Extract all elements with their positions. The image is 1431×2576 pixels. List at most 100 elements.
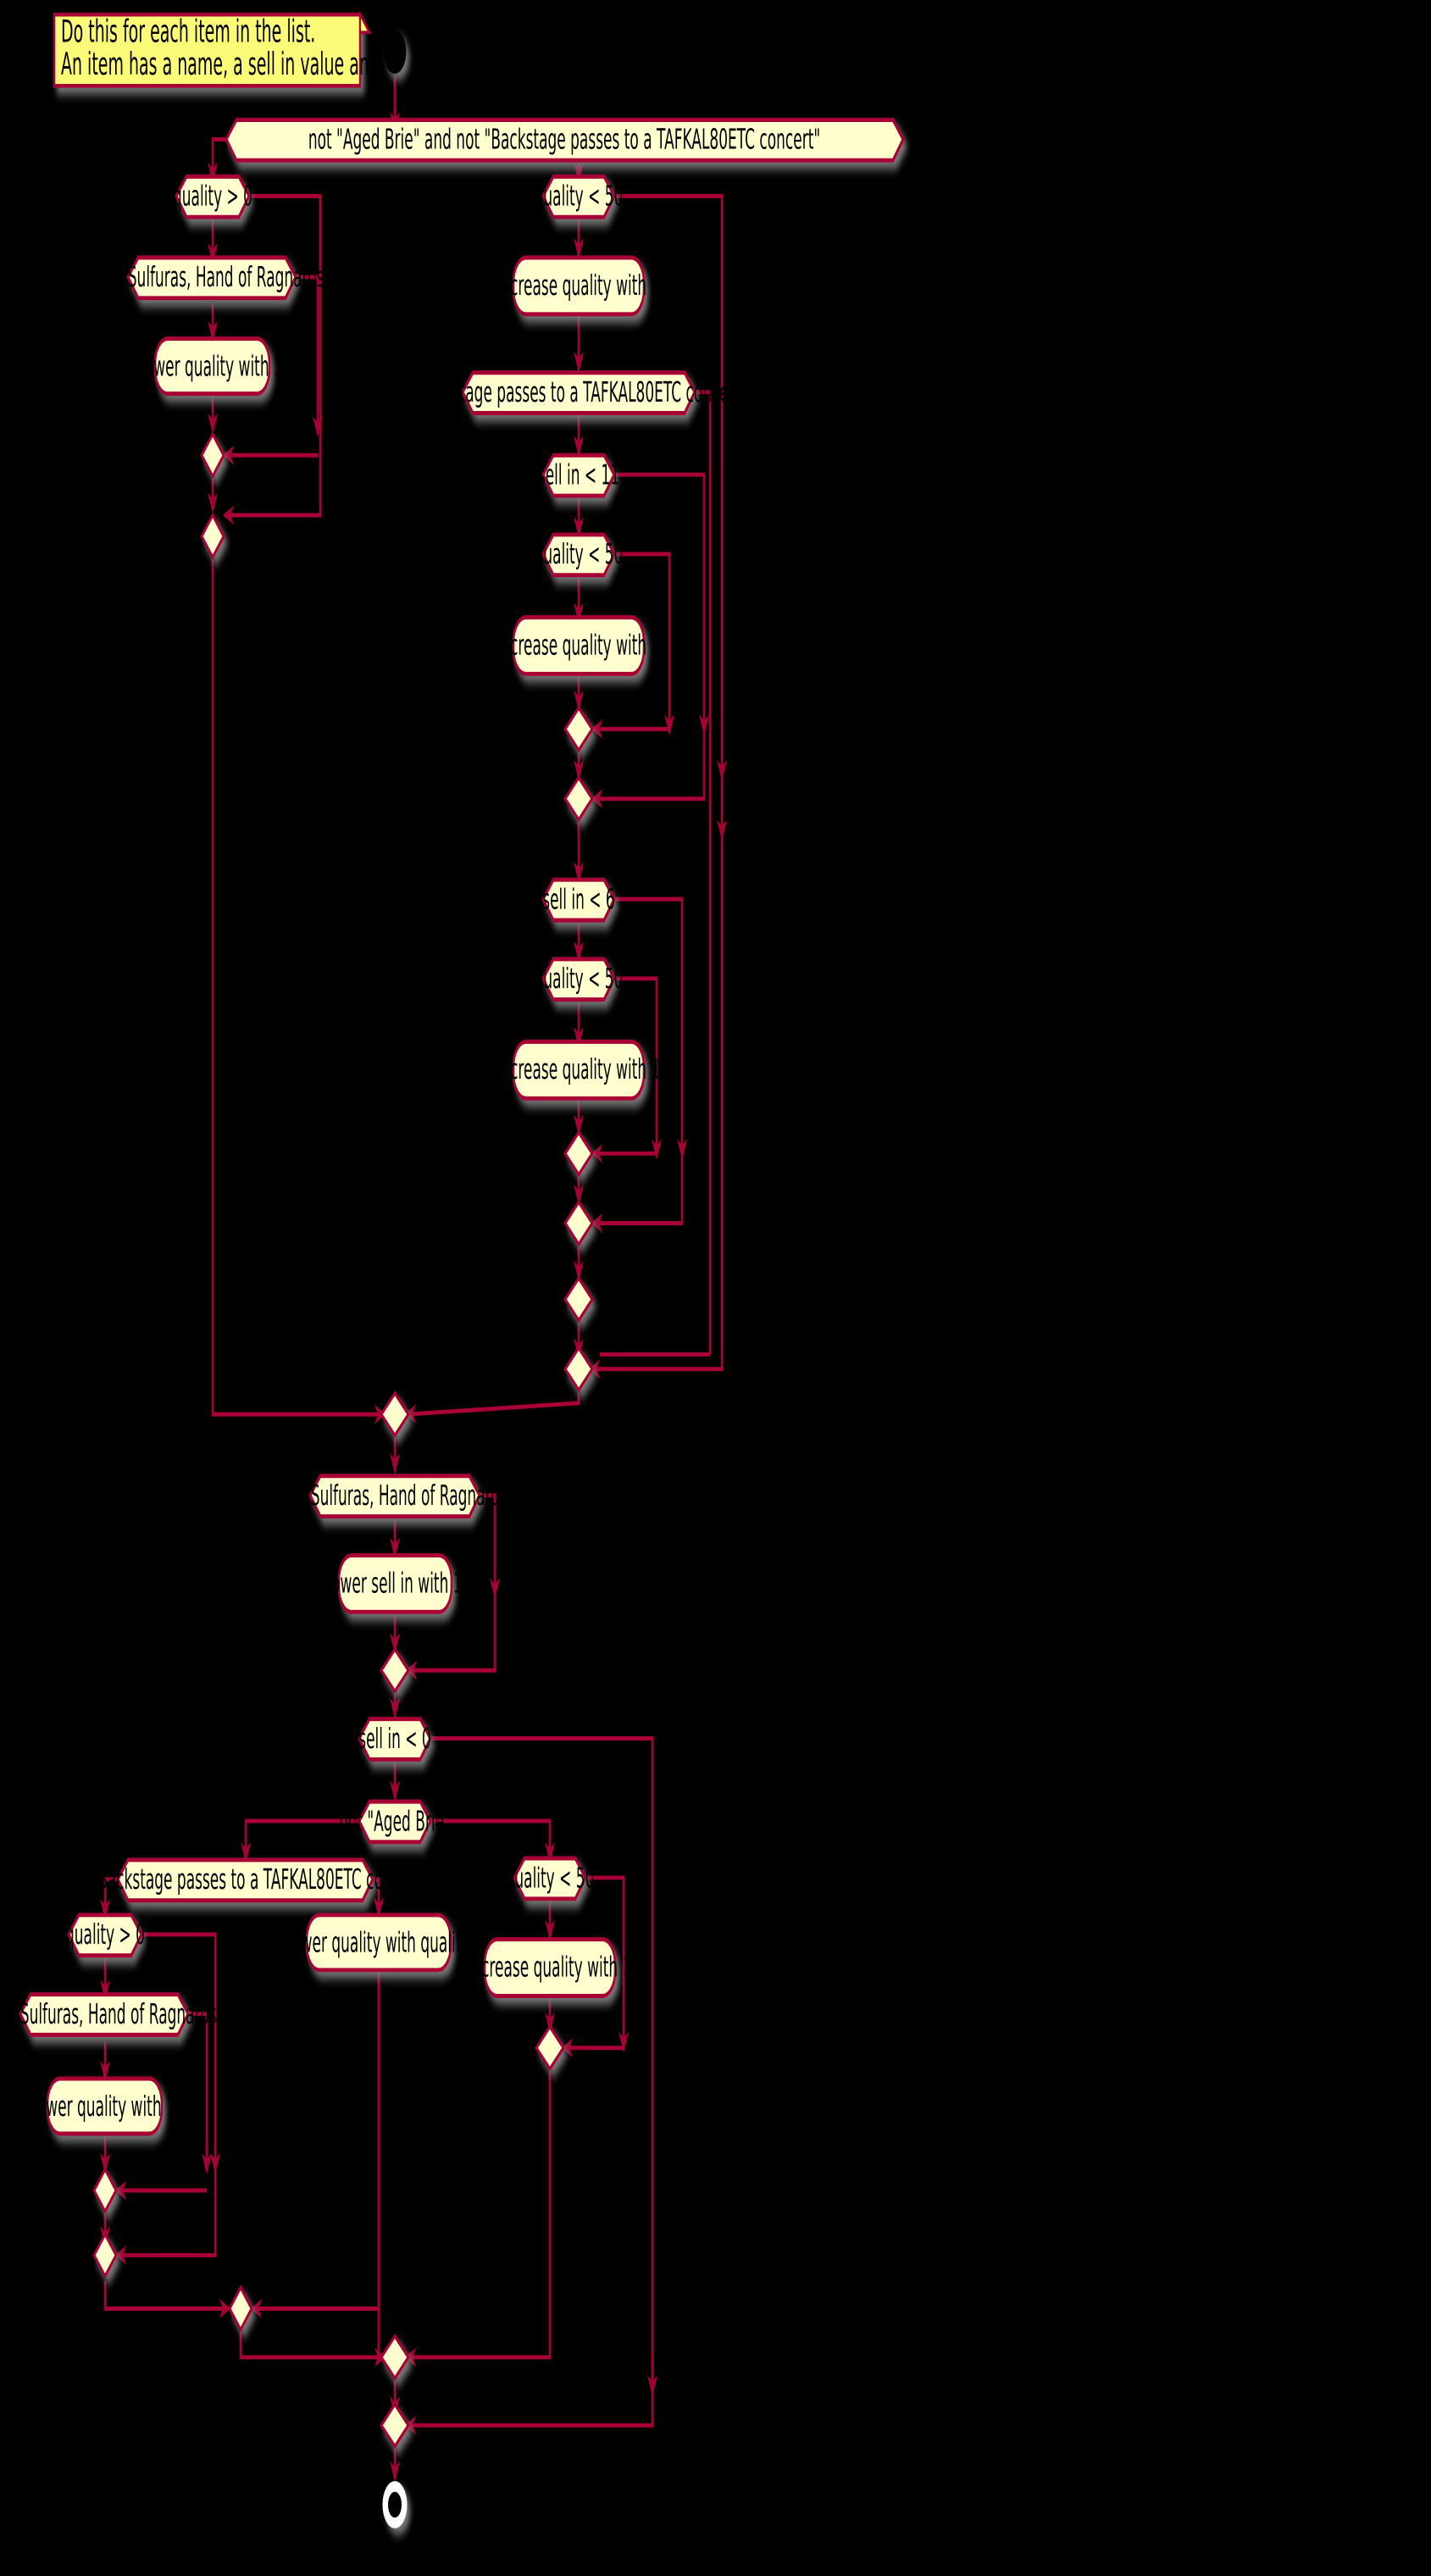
- activity-label: lower sell in with 1: [327, 1568, 462, 1600]
- condition-quality-lt-50-b[interactable]: quality < 50: [535, 532, 624, 578]
- edge-sellin0-no: [430, 1736, 654, 2357]
- condition-label: sell in < 0: [358, 1724, 430, 1756]
- condition-quality-gt-0-a[interactable]: quality > 0: [173, 174, 252, 219]
- activity-box: [512, 255, 646, 317]
- activity-label: lower quality with 1: [33, 2091, 175, 2124]
- hexagon-shape: [513, 1856, 587, 1901]
- hexagon-shape: [116, 1857, 374, 1903]
- edge-s11-no-h: [591, 732, 706, 809]
- merge-diamond-11: [92, 2231, 118, 2279]
- condition-label: sell in < 11: [538, 460, 619, 492]
- condition-label: not "Backstage passes to a TAFKAL80ETC c…: [63, 1864, 427, 1896]
- edge-s6-no-h: [591, 1157, 684, 1233]
- activity-increase-quality-with-1-a[interactable]: increase quality with 1: [497, 255, 661, 317]
- merge-diamond-5: [563, 1130, 594, 1178]
- condition-backstage-passes[interactable]: "Backstage passes to a TAFKAL80ETC conce…: [411, 370, 747, 416]
- hexagon-shape: [461, 370, 696, 416]
- merge-diamond-13: [535, 2024, 565, 2072]
- merge-diamond-4: [563, 774, 594, 823]
- condition-not-aged-brie-and-not-backstage[interactable]: not "Aged Brie" and not "Backstage passe…: [225, 117, 905, 163]
- note-fold-icon: [359, 10, 372, 35]
- end-node: [382, 2481, 408, 2529]
- edge-sellin0-no-h: [405, 2357, 654, 2435]
- edge-sulfb-no: [480, 1493, 496, 1564]
- edge-s11-no: [614, 472, 706, 700]
- merge-diamond-7: [563, 1275, 594, 1324]
- activity-increase-quality-with-1-c[interactable]: increase quality with 1: [497, 1039, 661, 1101]
- condition-not-sulfuras-b[interactable]: not "Sulfuras, Hand of Ragnaros": [276, 1474, 514, 1519]
- activity-increase-quality-with-1-b[interactable]: increase quality with 1: [497, 614, 661, 676]
- note-block: Do this for each item in the list. An it…: [53, 10, 504, 88]
- hexagon-shape: [541, 174, 616, 219]
- activity-lower-sell-in-with-1[interactable]: lower sell in with 1: [327, 1552, 463, 1614]
- edge-layer: [100, 75, 727, 2483]
- hexagon-shape: [358, 1799, 432, 1845]
- merge-diamond-1: [200, 431, 225, 480]
- condition-label: not "Aged Brie" and not "Backstage passe…: [308, 125, 820, 157]
- activity-box: [483, 1937, 617, 1999]
- condition-sell-in-lt-0[interactable]: sell in < 0: [358, 1717, 432, 1762]
- condition-quality-lt-50-d[interactable]: quality < 50: [506, 1856, 595, 1901]
- hexagon-shape: [225, 117, 905, 163]
- edge-q50a-no-merge: [589, 837, 724, 1380]
- merge-diamond-8: [563, 1345, 594, 1393]
- hexagon-shape: [308, 1474, 481, 1519]
- edge-sulf-no: [296, 275, 319, 435]
- merge-diamond-10: [92, 2166, 118, 2215]
- condition-label: quality > 0: [65, 1919, 145, 1951]
- activity-box: [153, 336, 271, 397]
- merge-diamond-6: [563, 1199, 594, 1247]
- condition-not-sulfuras-c[interactable]: not "Sulfuras, Hand of Ragnaros": [0, 1992, 223, 2037]
- condition-not-sulfuras-a[interactable]: not "Sulfuras, Hand of Ragnaros": [93, 255, 331, 301]
- edge-q0-no-to-merge2: [223, 196, 322, 525]
- hexagon-shape: [19, 1992, 190, 2037]
- edge-aged-yes: [241, 1818, 359, 1863]
- condition-quality-lt-50-c[interactable]: quality < 50: [535, 957, 624, 1002]
- note-box: [53, 12, 362, 88]
- merge-diamond-3: [563, 705, 594, 753]
- condition-sell-in-lt-6[interactable]: sell in < 6: [541, 877, 616, 923]
- edge-top-yes: [208, 136, 226, 184]
- edge-nobackstage-yes: [100, 1877, 118, 1920]
- hexagon-shape: [67, 1913, 143, 1958]
- condition-label: quality < 50: [535, 539, 624, 571]
- activity-lower-quality-with-quality[interactable]: lower quality with quality: [288, 1913, 470, 1973]
- edge-q50c-no-h: [591, 1143, 658, 1163]
- activity-lower-quality-with-1-a[interactable]: lower quality with 1: [141, 336, 283, 397]
- activity-label: increase quality with 1: [497, 270, 661, 303]
- activity-box: [512, 614, 646, 676]
- condition-quality-lt-50-a[interactable]: quality < 50: [535, 174, 624, 219]
- edge-q0b-no: [141, 1932, 217, 2142]
- condition-not-aged-brie[interactable]: not "Aged Brie": [339, 1799, 451, 1845]
- edge-q0b-no-h: [115, 2171, 217, 2265]
- condition-quality-gt-0-b[interactable]: quality > 0: [65, 1913, 145, 1958]
- note-line-1: Do this for each item in the list.: [61, 14, 315, 50]
- merge-diamond-14: [380, 2334, 410, 2381]
- edge-sulfc-no: [188, 2012, 208, 2172]
- hexagon-shape: [541, 532, 616, 578]
- condition-label: "Backstage passes to a TAFKAL80ETC conce…: [411, 377, 747, 409]
- edge-nobackstage-no: [373, 1877, 384, 1918]
- edge-q50c-no: [614, 976, 658, 1124]
- condition-sell-in-lt-11[interactable]: sell in < 11: [538, 452, 619, 498]
- hexagon-shape: [541, 957, 616, 1002]
- condition-not-backstage-passes[interactable]: not "Backstage passes to a TAFKAL80ETC c…: [63, 1857, 427, 1903]
- condition-label: not "Sulfuras, Hand of Ragnaros": [93, 262, 331, 294]
- condition-label: quality < 50: [535, 181, 624, 214]
- hexagon-shape: [541, 452, 616, 498]
- activity-lower-quality-with-1-b[interactable]: lower quality with 1: [33, 2076, 175, 2136]
- condition-label: quality < 50: [506, 1863, 595, 1895]
- edge-q50d-no: [585, 1875, 625, 2018]
- activity-label: increase quality with 1: [469, 1952, 632, 1985]
- edge-m14-to-m12: [405, 2070, 552, 2368]
- condition-label: not "Aged Brie": [339, 1807, 451, 1839]
- start-circle: [383, 30, 407, 74]
- edge-s6-no: [614, 897, 684, 1124]
- merge-diamond-9: [380, 1646, 410, 1695]
- edge-sulfb-no-h: [406, 1596, 496, 1680]
- activity-increase-quality-with-1-d[interactable]: increase quality with 1: [469, 1937, 632, 1999]
- merge-diamond-2: [200, 512, 225, 560]
